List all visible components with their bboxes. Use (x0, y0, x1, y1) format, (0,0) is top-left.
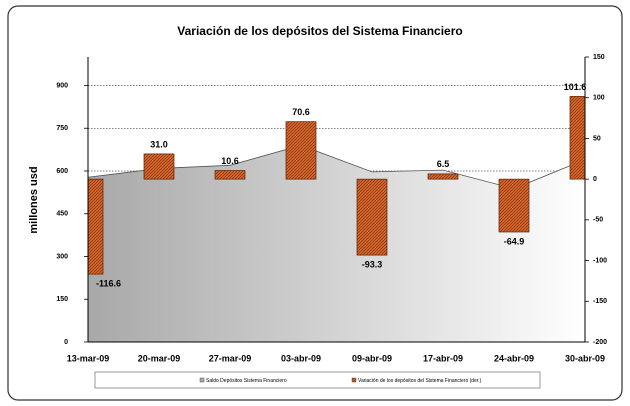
legend-swatch (199, 377, 205, 383)
data-label: 31.0 (150, 139, 168, 149)
bar (356, 178, 388, 256)
y-tick-label: 900 (56, 82, 68, 89)
y-tick-label: 600 (56, 168, 68, 175)
x-tick-label: 20-mar-09 (138, 353, 181, 363)
legend-label: Saldo Depósitos Sistema Financiero (206, 378, 287, 384)
y-tick-label: 450 (56, 211, 68, 218)
data-label: -93.3 (362, 259, 383, 269)
bar (498, 178, 530, 233)
data-label: 6.5 (437, 159, 450, 169)
x-tick-label: 27-mar-09 (209, 353, 252, 363)
bar (214, 170, 246, 180)
y2-tick-label: -100 (593, 257, 607, 264)
bar (285, 121, 317, 180)
bar (143, 153, 175, 180)
y-tick-label: 300 (56, 253, 68, 260)
y2-tick-label: -150 (593, 298, 607, 305)
y-axis-label: millones usd (28, 166, 40, 233)
bar (88, 178, 104, 275)
legend (94, 371, 541, 389)
bar (569, 96, 585, 180)
y-tick-label: 0 (64, 339, 68, 346)
y-tick-label: 150 (56, 296, 68, 303)
x-tick-label: 30-abr-09 (565, 353, 605, 363)
y2-tick-label: 150 (593, 54, 605, 61)
data-label: -116.6 (96, 278, 121, 288)
data-label: 70.6 (292, 107, 310, 117)
y2-tick-label: -200 (593, 339, 607, 346)
y2-tick-label: -50 (593, 217, 603, 224)
x-tick-label: 09-abr-09 (352, 353, 392, 363)
bars (88, 96, 585, 275)
bar (427, 173, 459, 180)
x-tick-label: 17-abr-09 (423, 353, 463, 363)
legend-label: Variación de los depósitos del Sistema F… (358, 378, 482, 384)
x-tick-label: 03-abr-09 (281, 353, 321, 363)
data-label: -64.9 (504, 236, 525, 246)
x-tick-label: 24-abr-09 (494, 353, 534, 363)
y2-tick-label: 0 (593, 176, 597, 183)
x-tick-label: 13-mar-09 (67, 353, 110, 363)
data-label: 10.6 (221, 156, 239, 166)
legend-swatch (351, 377, 357, 383)
data-label: 101.6 (564, 82, 587, 92)
chart-title: Variación de los depósitos del Sistema F… (177, 24, 462, 38)
y-tick-label: 750 (56, 125, 68, 132)
y2-tick-label: 50 (593, 135, 601, 142)
y2-tick-label: 100 (593, 95, 605, 102)
